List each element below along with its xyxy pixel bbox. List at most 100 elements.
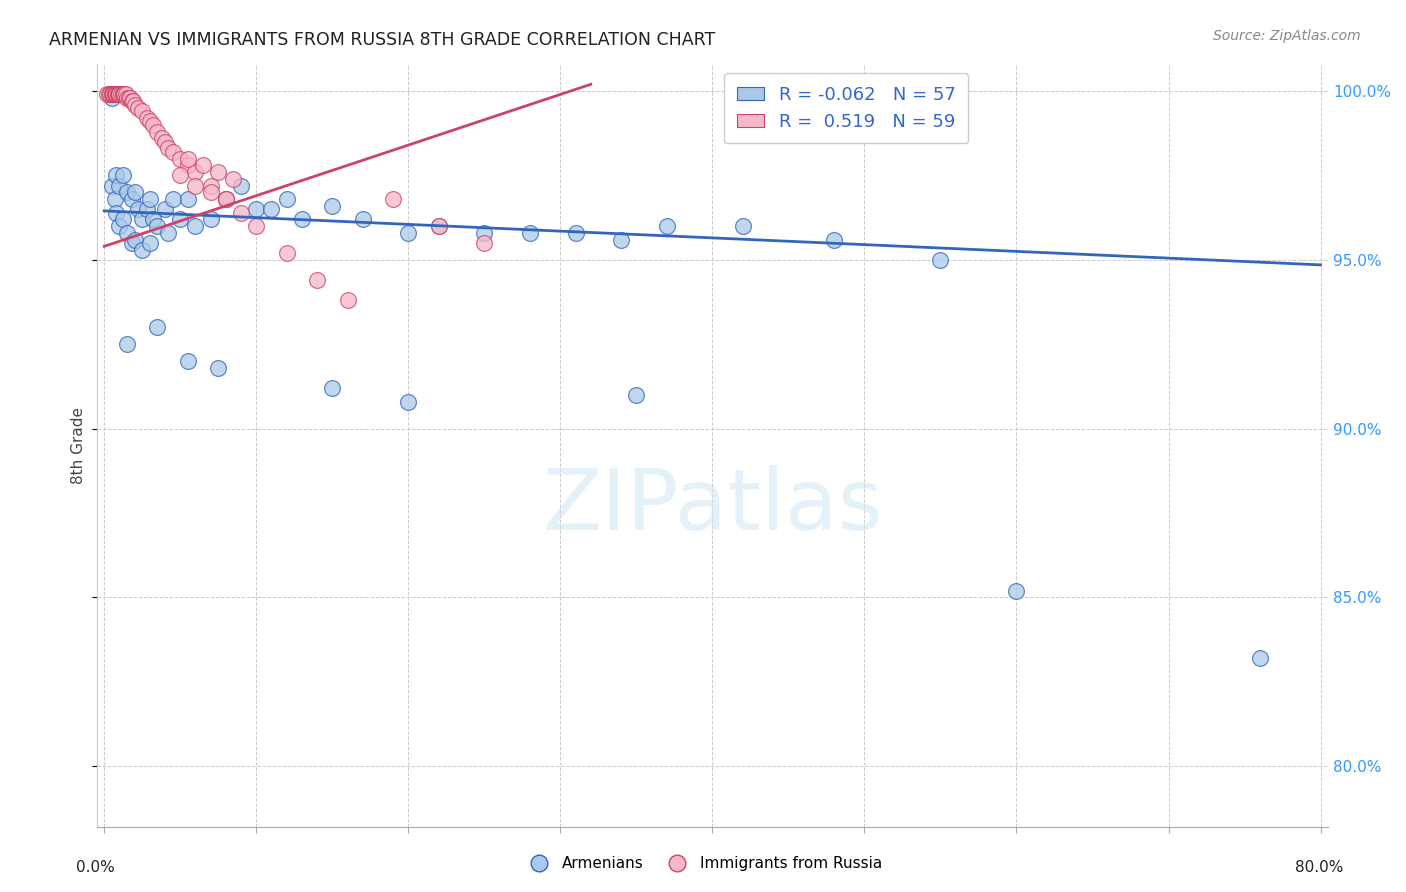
Point [111, 87, 134, 102]
Point [472, 226, 495, 240]
Point [291, 212, 314, 227]
Point [1249, 651, 1271, 665]
Point [121, 94, 143, 108]
Point [108, 87, 131, 102]
Point [207, 165, 229, 179]
Point [115, 91, 138, 105]
Point [121, 235, 143, 250]
Text: ZIPatlas: ZIPatlas [543, 465, 883, 548]
Point [153, 202, 176, 217]
Point [245, 202, 267, 217]
Point [114, 87, 136, 102]
Point [655, 219, 678, 233]
Point [177, 354, 200, 368]
Point [135, 111, 157, 125]
Point [260, 202, 283, 217]
Point [519, 226, 541, 240]
Point [108, 178, 131, 193]
Point [103, 87, 125, 102]
Point [823, 233, 845, 247]
Point [131, 104, 153, 119]
Point [131, 243, 153, 257]
Legend: R = -0.062   N = 57, R =  0.519   N = 59: R = -0.062 N = 57, R = 0.519 N = 59 [724, 73, 969, 144]
Point [215, 192, 238, 206]
Point [177, 152, 200, 166]
Point [626, 388, 648, 402]
Point [396, 394, 419, 409]
Point [184, 219, 207, 233]
Point [177, 158, 200, 172]
Point [229, 205, 252, 219]
Point [101, 178, 124, 193]
Point [157, 226, 180, 240]
Point [111, 87, 134, 102]
Point [336, 293, 359, 308]
Point [169, 169, 191, 183]
Point [731, 219, 754, 233]
Point [108, 87, 131, 102]
Point [127, 202, 149, 217]
Point [104, 87, 127, 102]
Point [101, 91, 124, 105]
Point [112, 87, 135, 102]
Point [139, 192, 162, 206]
Point [115, 337, 138, 351]
Point [139, 235, 162, 250]
Legend: Armenians, Immigrants from Russia: Armenians, Immigrants from Russia [517, 850, 889, 877]
Text: 0.0%: 0.0% [76, 860, 115, 874]
Point [107, 87, 129, 102]
Point [162, 192, 184, 206]
Point [1005, 583, 1028, 598]
Point [127, 101, 149, 115]
Point [131, 212, 153, 227]
Point [396, 226, 419, 240]
Point [352, 212, 374, 227]
Point [97, 87, 120, 102]
Point [104, 87, 127, 102]
Point [101, 87, 124, 102]
Point [108, 87, 131, 102]
Text: ARMENIAN VS IMMIGRANTS FROM RUSSIA 8TH GRADE CORRELATION CHART: ARMENIAN VS IMMIGRANTS FROM RUSSIA 8TH G… [49, 31, 716, 49]
Point [427, 219, 450, 233]
Point [103, 87, 125, 102]
Point [191, 158, 214, 172]
Point [146, 124, 169, 138]
Point [222, 171, 245, 186]
Point [215, 192, 238, 206]
Point [122, 94, 145, 108]
Point [564, 226, 586, 240]
Point [200, 178, 222, 193]
Point [124, 186, 146, 200]
Point [929, 252, 952, 267]
Point [207, 360, 229, 375]
Point [200, 212, 222, 227]
Point [112, 87, 135, 102]
Point [98, 87, 121, 102]
Point [321, 381, 343, 395]
Point [307, 273, 329, 287]
Point [107, 87, 129, 102]
Point [142, 212, 165, 227]
Point [105, 169, 128, 183]
Point [229, 178, 252, 193]
Point [169, 212, 191, 227]
Point [153, 135, 176, 149]
Point [111, 212, 134, 227]
Point [115, 226, 138, 240]
Point [117, 91, 139, 105]
Point [150, 131, 173, 145]
Point [139, 114, 162, 128]
Point [276, 192, 298, 206]
Text: Source: ZipAtlas.com: Source: ZipAtlas.com [1213, 29, 1361, 43]
Point [135, 202, 157, 217]
Point [215, 192, 238, 206]
Y-axis label: 8th Grade: 8th Grade [72, 407, 86, 484]
Point [111, 169, 134, 183]
Point [104, 192, 127, 206]
Point [110, 87, 132, 102]
Point [157, 141, 180, 155]
Point [472, 235, 495, 250]
Point [96, 87, 118, 102]
Point [142, 118, 165, 132]
Point [120, 91, 142, 105]
